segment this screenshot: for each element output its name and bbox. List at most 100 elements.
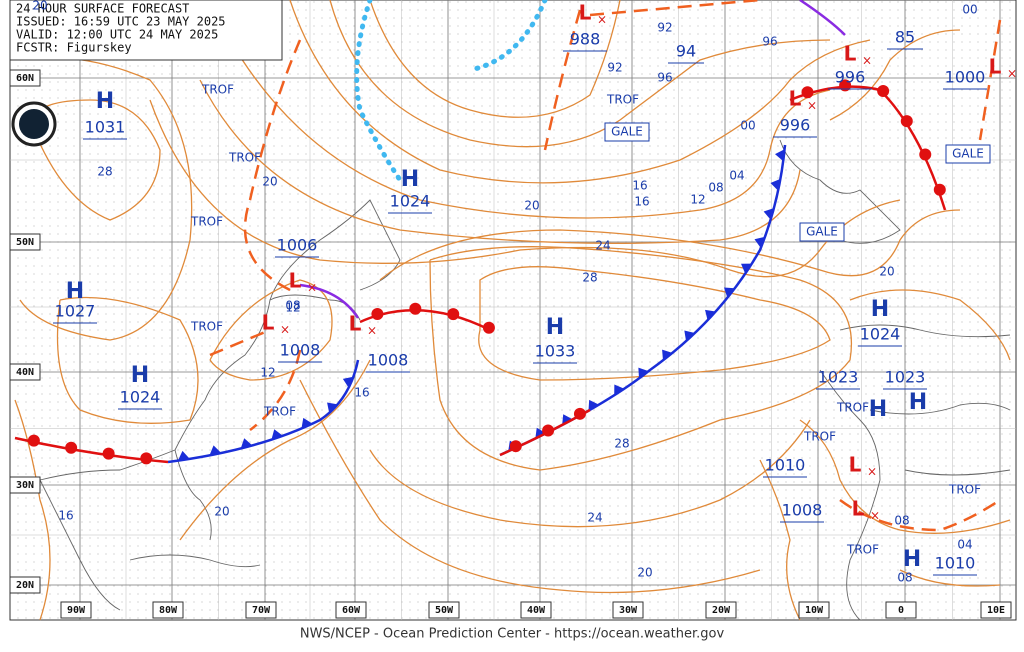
cold-front-symbol [662, 349, 673, 361]
high-symbol: H [546, 315, 564, 340]
low-x: × [597, 13, 607, 27]
cold-front-symbol [614, 384, 625, 396]
isobar-label: 20 [262, 175, 277, 189]
isobar-label: 12 [285, 301, 300, 315]
trof-label: TROF [606, 93, 639, 107]
isobar-label: 16 [634, 195, 649, 209]
lat-label: 50N [16, 237, 34, 248]
lon-label-box [428, 601, 460, 619]
low-x: × [1007, 67, 1017, 81]
warm-front-symbol [65, 441, 78, 454]
lon-label: 70W [252, 605, 271, 616]
warm-front-symbol [900, 115, 913, 128]
lon-label-box [885, 601, 917, 619]
cold-front-symbol [209, 445, 222, 456]
noaa-logo [11, 101, 57, 147]
isobar-label: 92 [607, 61, 622, 75]
gale-label: GALE [806, 225, 838, 239]
lon-label-box [705, 601, 737, 619]
high-pressure: 1027 [55, 302, 96, 321]
high-pressure: 1010 [935, 554, 976, 573]
lat-label: 40N [16, 367, 34, 378]
gale-label: GALE [611, 125, 643, 139]
low-symbol: L [579, 1, 592, 25]
warm-front-symbol [371, 307, 384, 320]
high-symbol: H [869, 397, 887, 422]
cold-front-symbol [741, 263, 752, 274]
warm-front-symbol [839, 79, 852, 92]
lat-label-box [9, 576, 41, 594]
high-symbol: H [903, 547, 921, 572]
high-pressure: 1024 [390, 192, 431, 211]
lon-label: 80W [159, 605, 178, 616]
low-x: × [807, 99, 817, 113]
lon-label-box [612, 601, 644, 619]
gale-box [945, 144, 991, 164]
cold-front-symbol [327, 402, 338, 413]
header-line: 24-HOUR SURFACE FORECAST [16, 2, 189, 16]
low-pressure: 1008 [782, 501, 823, 520]
warm-front-symbol [509, 440, 522, 453]
low-symbol: L [349, 312, 362, 336]
trof-label: TROF [263, 405, 296, 419]
gale-box [799, 222, 845, 242]
warm-front-symbol [542, 424, 555, 437]
low-symbol: L [289, 269, 302, 293]
low-pressure: 1010 [765, 456, 806, 475]
low-symbol: L [852, 497, 865, 521]
isobar-label: 00 [740, 119, 755, 133]
isobar-label: 00 [962, 3, 977, 17]
cold-front-symbol [763, 208, 774, 220]
low-symbol: L [844, 42, 857, 66]
warm-front-symbol [482, 321, 495, 334]
low-x: × [862, 54, 872, 68]
low-pressure: 1008 [280, 341, 321, 360]
warm-front-symbol [140, 452, 153, 465]
lon-label-box [152, 601, 184, 619]
warm-front-symbol [573, 407, 586, 420]
isobar-label: 08 [285, 299, 300, 313]
map-frame [9, 0, 1017, 621]
isobar-label: 12 [690, 193, 705, 207]
isobar-label: 24 [595, 239, 610, 253]
footer: NWS/NCEP - Ocean Prediction Center - htt… [300, 627, 725, 642]
warm-front-symbol [877, 85, 890, 98]
isobar-label: 20 [214, 505, 229, 519]
cold-front-symbol [240, 438, 253, 449]
grid [10, 0, 1016, 620]
high-pressure: 1024 [860, 325, 901, 344]
gale-box [604, 122, 650, 142]
header-box [9, 0, 283, 61]
isobar-label: 96 [657, 71, 672, 85]
warm-front-symbol [933, 183, 946, 196]
cold-front-symbol [638, 367, 649, 379]
low-symbol: L [849, 453, 862, 477]
high-pressure: 1031 [85, 118, 126, 137]
lat-label-box [9, 363, 41, 381]
isobar-label: 04 [729, 169, 744, 183]
lat-label-box [9, 69, 41, 87]
pressure: 85 [895, 28, 915, 47]
isobar-label: 12 [260, 366, 275, 380]
trof-label: TROF [948, 483, 981, 497]
logo-inner [19, 109, 49, 139]
low-symbol: L [789, 87, 802, 111]
isobar-label: 04 [957, 538, 972, 552]
isobar-label: 20 [524, 199, 539, 213]
high-symbol: H [131, 363, 149, 388]
lon-label-box [798, 601, 830, 619]
lon-label: 0 [898, 605, 904, 616]
cold-front-symbol [684, 330, 695, 342]
lat-label: 30N [16, 480, 34, 491]
high-pressure: 1033 [535, 342, 576, 361]
cold-front-symbol [775, 149, 785, 162]
lon-label: 20W [712, 605, 731, 616]
lon-label-box [335, 601, 367, 619]
lon-label-box [245, 601, 277, 619]
low-symbol: L [262, 311, 275, 335]
cold-front-symbol [271, 429, 283, 440]
lon-label: 60W [342, 605, 361, 616]
isobar-label: 24 [587, 511, 602, 525]
low-x: × [367, 324, 377, 338]
